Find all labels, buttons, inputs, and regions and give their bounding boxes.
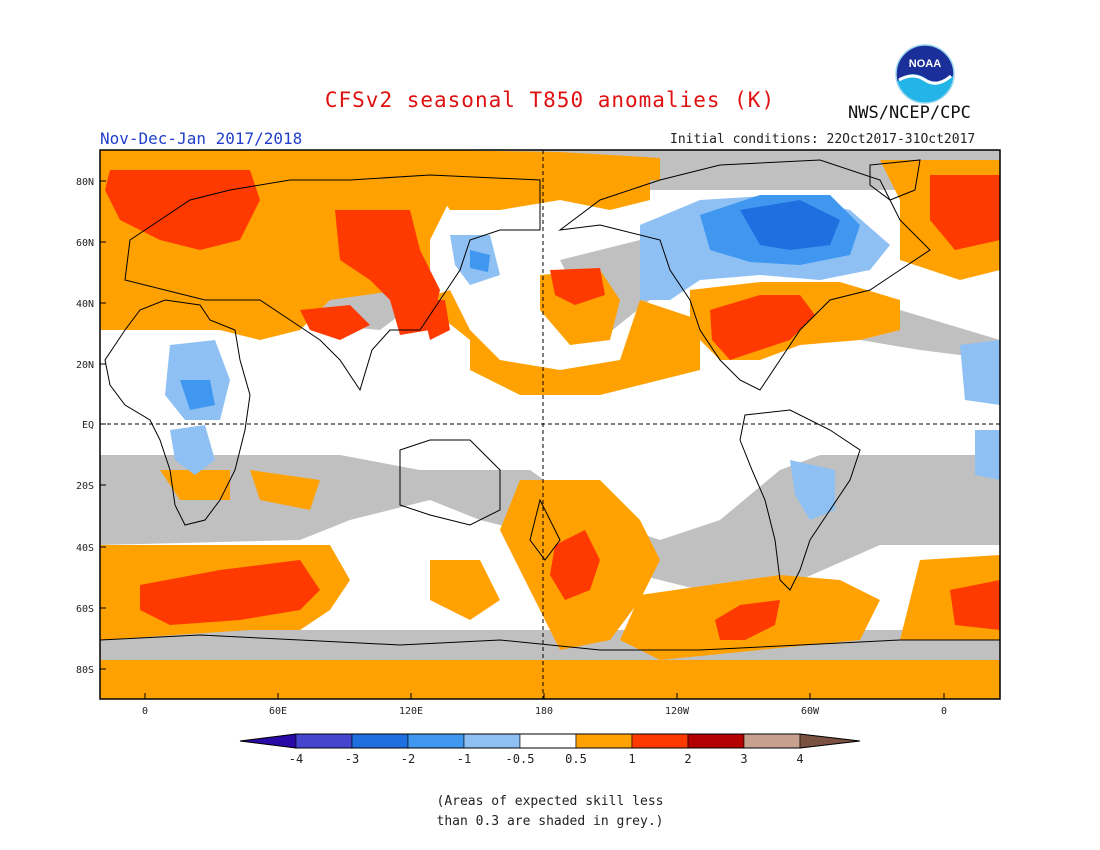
colorbar-swatch: [351, 733, 409, 749]
colorbar-label: -0.5: [506, 752, 535, 766]
skill-note-line: (Areas of expected skill less: [436, 794, 664, 809]
colorbar-outline: [239, 733, 861, 749]
australia-coastline: [399, 439, 501, 526]
lat-tick-label: 40N: [76, 299, 94, 310]
eurasia-coastline: [124, 174, 541, 392]
initial-conditions-label: Initial conditions: 22Oct2017-31Oct2017: [670, 132, 976, 147]
colorbar-label: -2: [401, 752, 415, 766]
colorbar-swatch: [575, 733, 633, 749]
noaa-logo-icon: NOAA: [895, 44, 955, 104]
lat-tick-label: 20S: [76, 481, 94, 492]
lon-tick-label: 60E: [269, 706, 287, 717]
colorbar-label: 0.5: [565, 752, 587, 766]
lat-tick-label: 80S: [76, 665, 94, 676]
lon-tick-label: 0: [142, 706, 148, 717]
lat-tick-label: 60N: [76, 238, 94, 249]
skill-note-line: than 0.3 are shaded in grey.): [436, 814, 664, 829]
colorbar-label: 2: [684, 752, 691, 766]
lat-tick-label: 80N: [76, 177, 94, 188]
colorbar-swatch: [519, 733, 577, 749]
lat-tick-label: 20N: [76, 360, 94, 371]
colorbar-swatch: [463, 733, 521, 749]
lon-tick-label: 180: [535, 706, 553, 717]
season-label: Nov-Dec-Jan 2017/2018: [100, 129, 303, 148]
anomaly-minus-2-3: [740, 200, 840, 250]
greenland-coastline: [869, 159, 921, 201]
colorbar-label: -1: [457, 752, 471, 766]
coastlines: [100, 159, 1000, 651]
lat-axis: 80N 60N 40N 20N EQ 20S 40S 60S 80S: [76, 177, 106, 676]
colorbar-label: -3: [345, 752, 359, 766]
noaa-logo-text: NOAA: [909, 58, 941, 70]
colorbar-swatch: [799, 733, 861, 749]
colorbar-swatch: [239, 733, 297, 749]
antarctica-coastline: [100, 634, 1000, 651]
lon-tick-label: 120W: [665, 706, 690, 717]
colorbar-label: 4: [796, 752, 803, 766]
lon-tick-label: 120E: [399, 706, 423, 717]
skill-note: (Areas of expected skill less than 0.3 a…: [0, 792, 1100, 832]
lon-tick-label: 0: [941, 706, 947, 717]
lon-axis: 0 60E 120E 180 120W 60W 0: [142, 693, 947, 717]
anomaly-shading: [100, 150, 1000, 699]
colorbar-swatch: [687, 733, 745, 749]
colorbar-label: 1: [628, 752, 635, 766]
north-america-coastline: [558, 159, 931, 391]
colorbar-swatch: [295, 733, 353, 749]
colorbar-label: -4: [289, 752, 303, 766]
map-title: CFSv2 seasonal T850 anomalies (K): [324, 88, 776, 112]
new-zealand-coastline: [529, 498, 561, 561]
lat-tick-label: 40S: [76, 543, 94, 554]
south-america-coastline: [739, 409, 861, 591]
africa-coastline: [104, 299, 251, 526]
lon-tick-label: 60W: [801, 706, 820, 717]
lat-tick-label: 60S: [76, 604, 94, 615]
colorbar-swatch: [743, 733, 801, 749]
lat-tick-label: EQ: [82, 420, 94, 431]
agency-label: NWS/NCEP/CPC: [848, 103, 971, 123]
anomaly-1-2: [105, 170, 1000, 640]
colorbar-swatch: [631, 733, 689, 749]
colorbar-label: 3: [740, 752, 747, 766]
colorbar-swatch: [407, 733, 465, 749]
